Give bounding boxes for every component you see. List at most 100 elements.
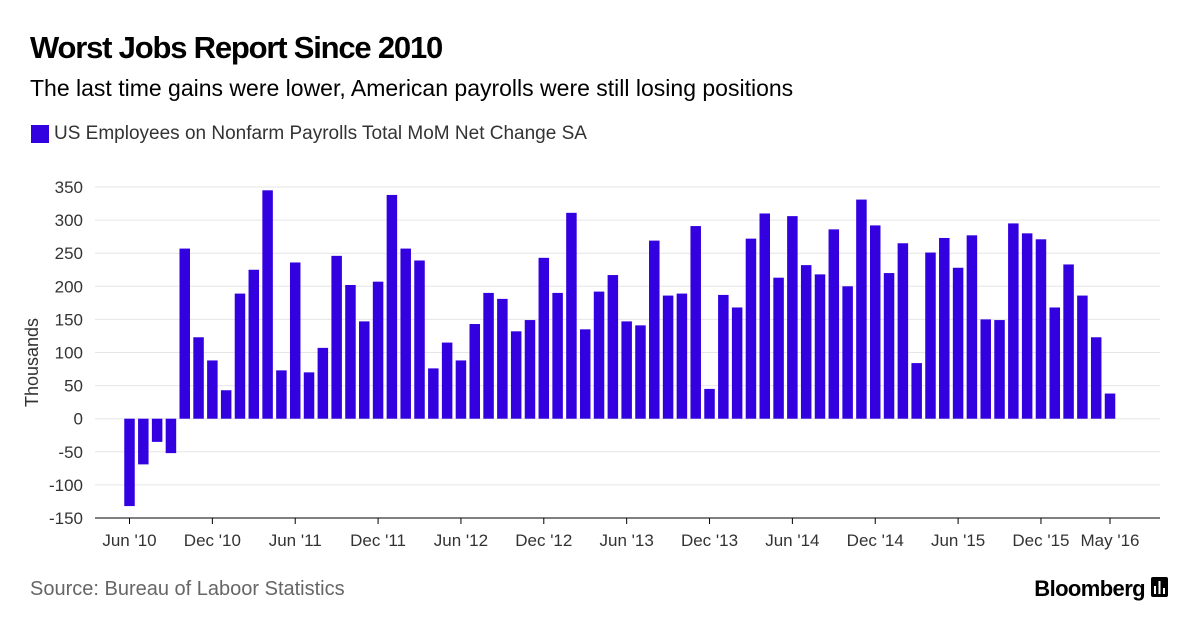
bar [704,388,715,419]
x-tick-label: Jun '11 [269,531,322,550]
bar [289,262,301,419]
bar [635,325,646,419]
bar [234,293,246,419]
y-tick-label: 150 [55,310,83,329]
bar [662,295,674,419]
bar [1090,337,1102,419]
bar [869,225,881,419]
bar [980,319,991,419]
y-tick-label: -50 [58,443,83,462]
bar [1104,393,1116,419]
bar [773,277,784,419]
legend-swatch [31,125,49,143]
bar [193,337,204,419]
bar [165,418,177,454]
brand: Bloomberg [1034,576,1168,602]
bar [552,292,563,419]
bar [179,248,190,419]
bar [538,257,550,419]
bar [248,269,260,419]
y-tick-label: -100 [49,476,83,495]
source-note: Source: Bureau of Laboor Statistics [30,578,345,600]
bar [566,212,577,419]
x-tick-label: Dec '15 [1012,531,1069,550]
legend-label: US Employees on Nonfarm Payrolls Total M… [54,123,587,144]
bar [718,294,729,419]
x-tick-label: Jun '12 [434,531,488,550]
x-tick-label: Jun '13 [600,531,654,550]
bar [1035,239,1047,419]
brand-name: Bloomberg [1034,576,1145,601]
bar [372,281,384,419]
chart-subtitle: The last time gains were lower, American… [30,75,794,101]
bar [220,390,232,419]
bar [359,321,370,419]
bar [524,320,536,419]
bar [649,240,660,419]
bar [1063,264,1074,419]
bar [138,418,149,465]
bar [331,255,342,419]
chart-title: Worst Jobs Report Since 2010 [30,30,443,65]
bar [966,235,978,419]
bar [939,237,950,419]
y-tick-label: 300 [55,211,83,230]
bar [510,331,522,419]
bar [1077,295,1088,419]
bar [787,216,798,419]
bar [856,199,867,419]
x-tick-label: Jun '10 [102,531,156,550]
bar [483,292,494,419]
bar [925,252,936,419]
bar [207,360,218,419]
bar [317,347,329,419]
y-tick-label: 100 [55,344,83,363]
bar [262,190,273,419]
y-tick-label: 350 [55,178,83,197]
bar [897,243,909,419]
bar [911,363,922,419]
bar [441,342,453,419]
bar [1021,233,1033,419]
bar [400,248,411,419]
y-axis-label: Thousands [22,318,42,407]
bar [428,368,439,419]
y-tick-label: 200 [55,277,83,296]
bar [994,320,1005,419]
x-tick-label: May '16 [1081,531,1140,550]
bar [469,324,480,419]
bar [883,273,895,419]
bar [1008,223,1019,419]
bar [731,307,743,419]
bar [690,226,701,419]
x-tick-label: Dec '14 [847,531,904,550]
y-tick-label: -150 [49,509,83,528]
bar [303,372,315,419]
legend: US Employees on Nonfarm Payrolls Total M… [31,123,587,145]
x-tick-label: Jun '15 [931,531,985,550]
y-tick-label: 0 [74,410,83,429]
bar [1049,307,1061,419]
y-tick-label: 250 [55,244,83,263]
bar [386,194,398,419]
bar [345,284,356,419]
x-tick-label: Dec '12 [515,531,572,550]
bar [745,238,757,419]
bar [151,418,163,442]
bar [607,275,619,419]
bloomberg-terminal-icon [1151,576,1168,602]
bar [276,370,287,419]
x-tick-label: Jun '14 [765,531,819,550]
y-tick-label: 50 [64,377,83,396]
x-tick-label: Dec '10 [184,531,241,550]
bar [952,267,964,419]
bar [676,293,688,419]
bar [593,291,605,419]
x-tick-label: Dec '13 [681,531,738,550]
bar [842,286,853,419]
bar [579,329,591,419]
bar [800,265,812,419]
bar [814,274,826,419]
bar [621,321,632,419]
bar [414,260,425,419]
